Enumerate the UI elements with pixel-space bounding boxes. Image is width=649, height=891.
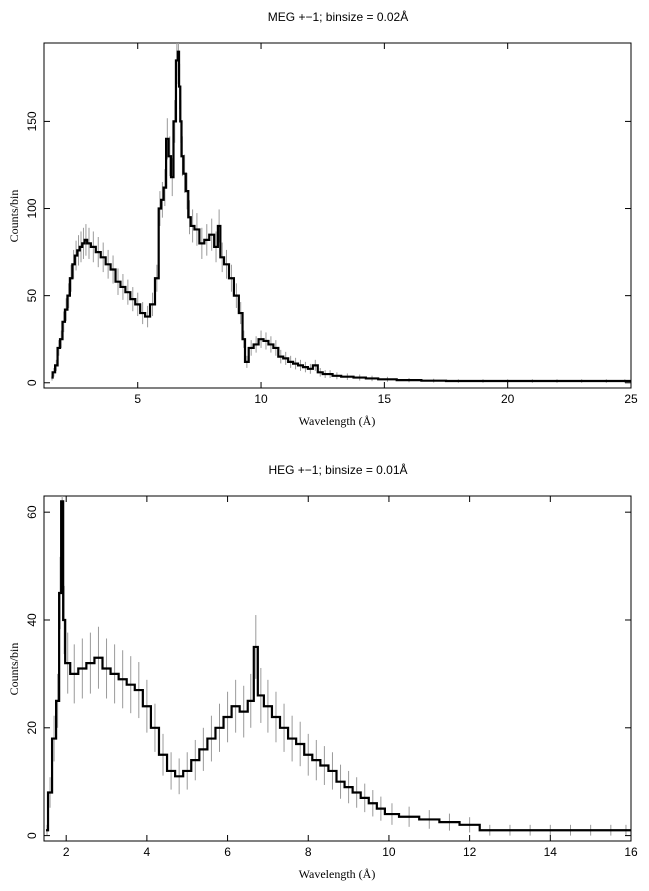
meg-y-tick-label: 100: [25, 198, 39, 218]
heg-spectrum-panel: HEG +−1; binsize = 0.01Å 2 4 6 8 10 12 14 16 0 20…: [7, 462, 638, 881]
meg-chart-title: MEG +−1; binsize = 0.02Å: [268, 9, 408, 24]
heg-y-tick-label: 20: [25, 721, 39, 735]
meg-spectrum-panel: MEG +−1; binsize = 0.02Å 5 10 15 20 25 0 50 100…: [7, 9, 638, 428]
heg-x-tick-label: 10: [382, 845, 396, 859]
meg-x-tick-label: 5: [134, 392, 141, 406]
heg-x-tick-label: 4: [144, 845, 151, 859]
meg-x-tick-label: 20: [501, 392, 515, 406]
meg-x-tick-label: 15: [378, 392, 392, 406]
meg-y-tick-label: 0: [25, 379, 39, 386]
meg-plot-frame: [43, 42, 632, 389]
meg-y-axis-label: Counts/bin: [7, 190, 21, 243]
heg-y-tick-label: 40: [25, 613, 39, 627]
meg-x-axis-label: Wavelength (Å): [299, 414, 376, 428]
heg-x-axis-label: Wavelength (Å): [299, 867, 376, 881]
meg-tick-labels: 5 10 15 20 25 0 50 100 150: [25, 111, 638, 406]
heg-error-bars: [46, 496, 627, 836]
heg-y-tick-label: 60: [25, 505, 39, 519]
meg-y-tick-label: 50: [25, 289, 39, 303]
heg-histogram-line: [46, 500, 631, 832]
heg-plot-frame: [43, 495, 632, 842]
heg-x-tick-label: 8: [305, 845, 312, 859]
heg-x-tick-label: 12: [463, 845, 477, 859]
heg-y-axis-label: Counts/bin: [7, 643, 21, 696]
meg-error-bars: [51, 43, 626, 383]
meg-histogram-line: [51, 50, 631, 383]
heg-x-tick-label: 14: [544, 845, 558, 859]
heg-tick-labels: 2 4 6 8 10 12 14 16 0 20 40 60: [25, 505, 638, 859]
heg-chart-title: HEG +−1; binsize = 0.01Å: [268, 462, 407, 477]
heg-axis-ticks: [44, 496, 632, 841]
meg-x-tick-label: 10: [254, 392, 268, 406]
meg-axis-ticks: [44, 43, 632, 388]
heg-x-tick-label: 16: [624, 845, 638, 859]
heg-x-tick-label: 2: [63, 845, 70, 859]
heg-x-tick-label: 6: [224, 845, 231, 859]
heg-y-tick-label: 0: [25, 832, 39, 839]
meg-y-tick-label: 150: [25, 111, 39, 131]
meg-x-tick-label: 25: [624, 392, 638, 406]
